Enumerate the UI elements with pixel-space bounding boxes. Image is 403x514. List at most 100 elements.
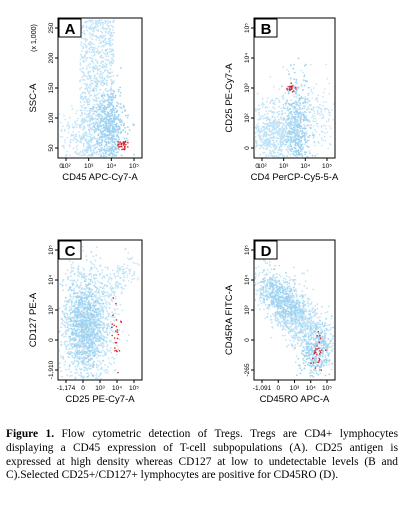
event-dot bbox=[99, 367, 102, 370]
event-dot bbox=[98, 108, 100, 111]
event-dot bbox=[90, 137, 93, 139]
event-dot bbox=[86, 330, 88, 333]
event-dot bbox=[110, 35, 113, 38]
event-dot bbox=[94, 19, 97, 22]
event-dot bbox=[121, 265, 124, 268]
event-dot bbox=[321, 95, 324, 98]
event-dot bbox=[119, 277, 121, 279]
event-dot bbox=[88, 364, 91, 367]
event-dot bbox=[301, 112, 304, 114]
event-dot bbox=[86, 310, 89, 313]
event-dot bbox=[78, 134, 81, 137]
event-dot bbox=[107, 76, 110, 78]
event-dot bbox=[90, 357, 92, 360]
event-dot bbox=[268, 271, 271, 274]
event-dot bbox=[81, 322, 83, 324]
event-dot bbox=[277, 121, 279, 123]
event-dot bbox=[133, 271, 136, 274]
event-dot bbox=[123, 280, 125, 282]
event-dot bbox=[98, 148, 100, 151]
event-dot bbox=[102, 56, 104, 59]
event-dot bbox=[94, 26, 97, 29]
event-dot bbox=[313, 118, 315, 120]
event-dot bbox=[118, 119, 121, 122]
event-dot bbox=[109, 20, 112, 23]
event-dot bbox=[85, 99, 88, 101]
event-dot bbox=[85, 149, 88, 151]
event-dot bbox=[114, 342, 117, 344]
event-dot bbox=[98, 323, 100, 326]
event-dot bbox=[72, 139, 74, 141]
event-dot bbox=[109, 28, 111, 31]
event-dot bbox=[86, 364, 89, 366]
event-dot bbox=[78, 313, 81, 316]
event-dot bbox=[117, 333, 120, 336]
event-dot bbox=[295, 129, 297, 131]
event-dot bbox=[301, 154, 303, 157]
event-dot bbox=[117, 90, 120, 93]
event-dot bbox=[268, 139, 270, 141]
event-dot bbox=[106, 93, 109, 96]
event-dot bbox=[98, 39, 101, 42]
event-dot bbox=[81, 137, 84, 140]
event-dot bbox=[97, 340, 100, 343]
event-dot bbox=[307, 86, 310, 89]
event-dot bbox=[71, 338, 73, 340]
event-dot bbox=[273, 103, 276, 106]
event-dot bbox=[85, 116, 88, 119]
event-dot bbox=[85, 25, 88, 28]
event-dot bbox=[111, 125, 113, 127]
event-dot bbox=[107, 127, 110, 129]
event-dot bbox=[107, 71, 109, 74]
event-dot bbox=[103, 285, 105, 287]
event-dot bbox=[81, 330, 84, 333]
event-dot bbox=[108, 362, 111, 364]
event-dot bbox=[93, 99, 96, 102]
event-dot bbox=[313, 87, 315, 89]
event-dot bbox=[100, 113, 102, 116]
event-dot bbox=[314, 144, 316, 147]
event-dot bbox=[77, 320, 79, 323]
event-dot bbox=[77, 265, 80, 267]
event-dot bbox=[72, 305, 75, 307]
event-dot bbox=[330, 143, 332, 146]
event-dot bbox=[298, 108, 300, 111]
event-dot bbox=[77, 363, 79, 366]
event-dot bbox=[106, 53, 109, 56]
event-dot bbox=[105, 55, 108, 58]
event-dot bbox=[308, 103, 311, 106]
event-dot bbox=[110, 50, 113, 53]
event-dot bbox=[89, 20, 92, 23]
event-dot bbox=[83, 272, 86, 275]
event-dot bbox=[101, 121, 103, 123]
event-dot bbox=[75, 329, 78, 332]
event-dot bbox=[94, 325, 97, 328]
event-dot bbox=[305, 111, 308, 114]
event-dot bbox=[258, 107, 261, 110]
event-dot bbox=[64, 155, 67, 157]
event-dot bbox=[104, 32, 107, 34]
event-dot bbox=[101, 60, 103, 63]
event-dot bbox=[87, 149, 89, 151]
event-dot bbox=[83, 72, 85, 75]
event-dot bbox=[100, 30, 102, 33]
event-dot bbox=[273, 141, 275, 144]
event-dot bbox=[102, 148, 105, 151]
event-dot bbox=[85, 85, 88, 87]
event-dot bbox=[298, 112, 300, 115]
event-dot bbox=[80, 323, 83, 326]
event-dot bbox=[299, 122, 301, 125]
event-dot bbox=[296, 101, 298, 104]
event-dot bbox=[93, 123, 95, 125]
selected-events bbox=[111, 297, 123, 374]
event-dot bbox=[98, 289, 100, 291]
event-dot bbox=[102, 135, 105, 138]
event-dot bbox=[75, 345, 78, 348]
event-dot bbox=[97, 30, 99, 32]
event-dot bbox=[283, 135, 286, 138]
event-dot bbox=[264, 127, 266, 129]
event-dot bbox=[272, 120, 275, 123]
event-dot bbox=[127, 146, 129, 148]
event-dot bbox=[99, 55, 101, 58]
event-dot bbox=[119, 141, 121, 143]
